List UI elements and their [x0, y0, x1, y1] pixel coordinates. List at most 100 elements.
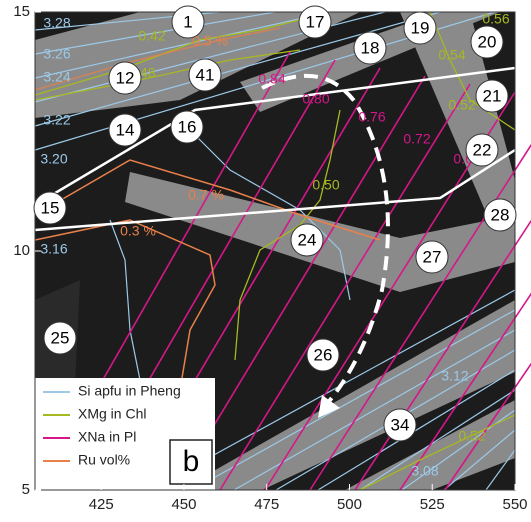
contour-label: 3.24 — [43, 69, 70, 85]
y-tick-label: 5 — [22, 481, 30, 498]
field-marker — [108, 61, 142, 95]
na-contour — [399, 292, 531, 491]
contour-label: 3.08 — [411, 463, 438, 479]
pt-path-arrow — [261, 73, 390, 407]
ru-contour — [34, 159, 381, 241]
x-tick-label: 525 — [420, 496, 445, 513]
panel-letter: b — [183, 445, 200, 478]
white-line — [34, 66, 516, 207]
band — [180, 300, 515, 490]
field-label: 41 — [196, 65, 215, 84]
field-label: 25 — [51, 328, 70, 347]
si-contour — [485, 449, 516, 491]
na-contour — [219, 83, 471, 491]
field-marker — [306, 338, 340, 372]
field-marker — [108, 113, 142, 147]
contour-label: 0.56 — [482, 11, 509, 27]
field-label: 18 — [361, 38, 380, 57]
field-marker — [465, 133, 499, 167]
contour-label: 0.50 — [312, 177, 339, 193]
field-label: 24 — [298, 230, 317, 249]
contour-label: 0.5 % — [192, 33, 228, 49]
mg-contour — [234, 109, 341, 361]
field-label: 20 — [478, 32, 497, 51]
field-label: 22 — [473, 140, 492, 159]
x-tick-label: 550 — [502, 496, 527, 513]
x-tick-label: 500 — [337, 496, 362, 513]
panel-box — [169, 439, 213, 485]
contour-label: 0.80 — [302, 91, 329, 107]
y-tick-label: 10 — [13, 242, 30, 259]
field-marker — [43, 321, 77, 355]
field-label: 15 — [41, 198, 60, 217]
field-label: 28 — [491, 205, 510, 224]
field-label: 17 — [306, 12, 325, 31]
si-contour — [443, 429, 516, 491]
contour-label: 0.7 % — [188, 187, 224, 203]
contour-label: 3.16 — [40, 241, 67, 257]
contour-label: 3.22 — [43, 112, 70, 128]
field-label: 26 — [314, 345, 333, 364]
arrow-head — [318, 395, 340, 418]
x-tick-label: 475 — [254, 496, 279, 513]
field-label: 19 — [411, 18, 430, 37]
field-label: 12 — [116, 68, 135, 87]
contour-label: 0.76 — [358, 109, 385, 125]
field-marker — [171, 5, 205, 39]
field-marker — [290, 223, 324, 257]
si-contour — [317, 369, 516, 491]
field-label: 27 — [423, 247, 442, 266]
contour-label: 3.28 — [43, 15, 70, 31]
contour-label: 0.84 — [258, 71, 285, 87]
si-contour — [191, 309, 516, 491]
y-tick-label: 15 — [13, 3, 30, 20]
legend-label: Si apfu in Pheng — [78, 383, 181, 399]
si-contour — [34, 11, 331, 79]
field-marker — [353, 31, 387, 65]
contour-label: 0.52 — [448, 97, 475, 113]
contour-label: 0.42 — [138, 28, 165, 44]
field-label: 34 — [391, 415, 410, 434]
field-marker — [383, 408, 417, 442]
legend-label: XNa in Pl — [78, 429, 136, 445]
ru-contour — [34, 27, 281, 91]
x-tick-label: 450 — [171, 496, 196, 513]
contour-label: 0.3 % — [120, 223, 156, 239]
mg-contour — [359, 414, 516, 491]
white-line — [34, 148, 516, 232]
field-marker — [403, 11, 437, 45]
contour-label: 0.52 — [458, 428, 485, 444]
reaction-lines — [34, 66, 516, 232]
na-contour — [309, 143, 531, 491]
x-tick-label: 425 — [89, 496, 114, 513]
field-marker — [475, 79, 509, 113]
field-label: 16 — [178, 117, 197, 136]
legend-label: XMg in Chl — [78, 406, 146, 422]
field-marker — [170, 110, 204, 144]
contour-label: 0.72 — [403, 131, 430, 147]
na-contour — [174, 75, 426, 491]
contour-label: 0.54 — [438, 47, 465, 63]
band — [400, 12, 515, 232]
field-marker — [470, 25, 504, 59]
field-label: 21 — [483, 86, 502, 105]
contour-label: 3.20 — [40, 151, 67, 167]
field-marker — [298, 5, 332, 39]
mg-contour — [429, 11, 516, 131]
contour-label: 3.26 — [43, 46, 70, 62]
field-marker — [33, 191, 67, 225]
si-contour — [34, 11, 276, 55]
mg-contour — [34, 49, 301, 101]
si-contour — [34, 11, 441, 127]
field-label: 14 — [116, 120, 135, 139]
legend-label: Ru vol% — [78, 452, 130, 468]
field-marker — [483, 198, 517, 232]
field-marker — [415, 240, 449, 274]
si-contour — [109, 219, 141, 381]
mg-contour — [34, 11, 331, 96]
field-marker — [188, 58, 222, 92]
si-contour — [359, 389, 516, 491]
contour-label: 3.12 — [441, 368, 468, 384]
